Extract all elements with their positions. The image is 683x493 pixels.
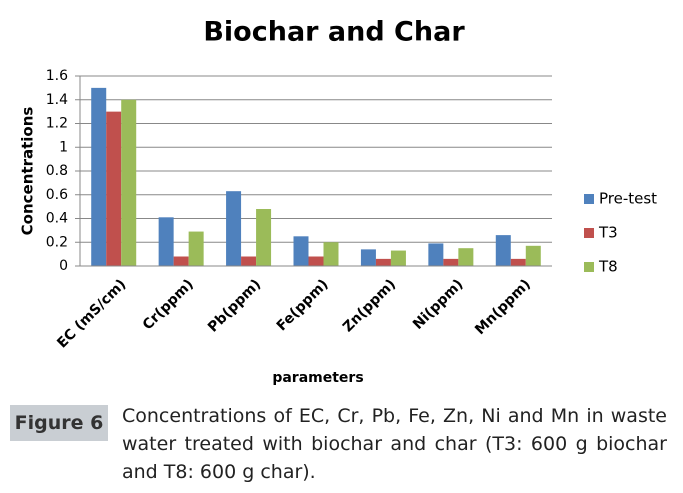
legend-label: T8 [598, 258, 618, 276]
legend-label: T3 [598, 224, 618, 242]
bar [510, 258, 526, 266]
x-tick-label: Fe(ppm) [274, 276, 332, 334]
bar [241, 256, 257, 266]
bar [323, 242, 339, 266]
y-tick-label: 0 [59, 258, 68, 274]
chart-title: Biochar and Char [203, 17, 465, 48]
bar [390, 250, 406, 266]
bar [458, 248, 474, 266]
bar [428, 243, 444, 266]
bar [495, 235, 511, 266]
bar [360, 249, 376, 266]
chart: Biochar and Char Concentrations paramete… [19, 17, 658, 387]
bar [91, 87, 107, 266]
bar [158, 217, 174, 266]
y-tick-label: 1.6 [46, 68, 68, 84]
y-tick-label: 1 [59, 139, 68, 155]
figure-label: Figure 6 [10, 405, 108, 441]
y-axis-label: Concentrations [19, 107, 37, 236]
bar [256, 209, 272, 266]
y-tick-label: 0.2 [46, 234, 68, 250]
x-tick-label: Mn(ppm) [472, 276, 534, 338]
x-tick-label: Pb(ppm) [205, 276, 264, 335]
x-tick-label: Zn(ppm) [340, 276, 399, 335]
x-tick-label: EC (mS/cm) [54, 276, 129, 351]
x-tick-label: Ni(ppm) [410, 276, 467, 333]
legend-swatch [584, 262, 594, 272]
legend-swatch [584, 194, 594, 204]
y-tick-label: 1.2 [46, 116, 68, 132]
bar [293, 236, 309, 266]
x-axis-label: parameters [272, 370, 363, 386]
x-tick-label: Cr(ppm) [140, 276, 197, 333]
bar [443, 258, 459, 266]
bar [375, 258, 391, 266]
bar [308, 256, 324, 266]
y-tick-label: 0.4 [46, 211, 68, 227]
y-tick-label: 0.8 [46, 163, 68, 179]
bar [121, 99, 137, 266]
bar [106, 111, 122, 266]
y-tick-label: 1.4 [46, 92, 68, 108]
bar [188, 231, 204, 266]
y-tick-label: 0.6 [46, 187, 68, 203]
legend-label: Pre-test [599, 190, 657, 208]
bar [173, 256, 189, 266]
bar [525, 245, 541, 266]
legend-swatch [584, 228, 594, 238]
figure-caption: Concentrations of EC, Cr, Pb, Fe, Zn, Ni… [122, 405, 667, 483]
bar [226, 191, 242, 266]
